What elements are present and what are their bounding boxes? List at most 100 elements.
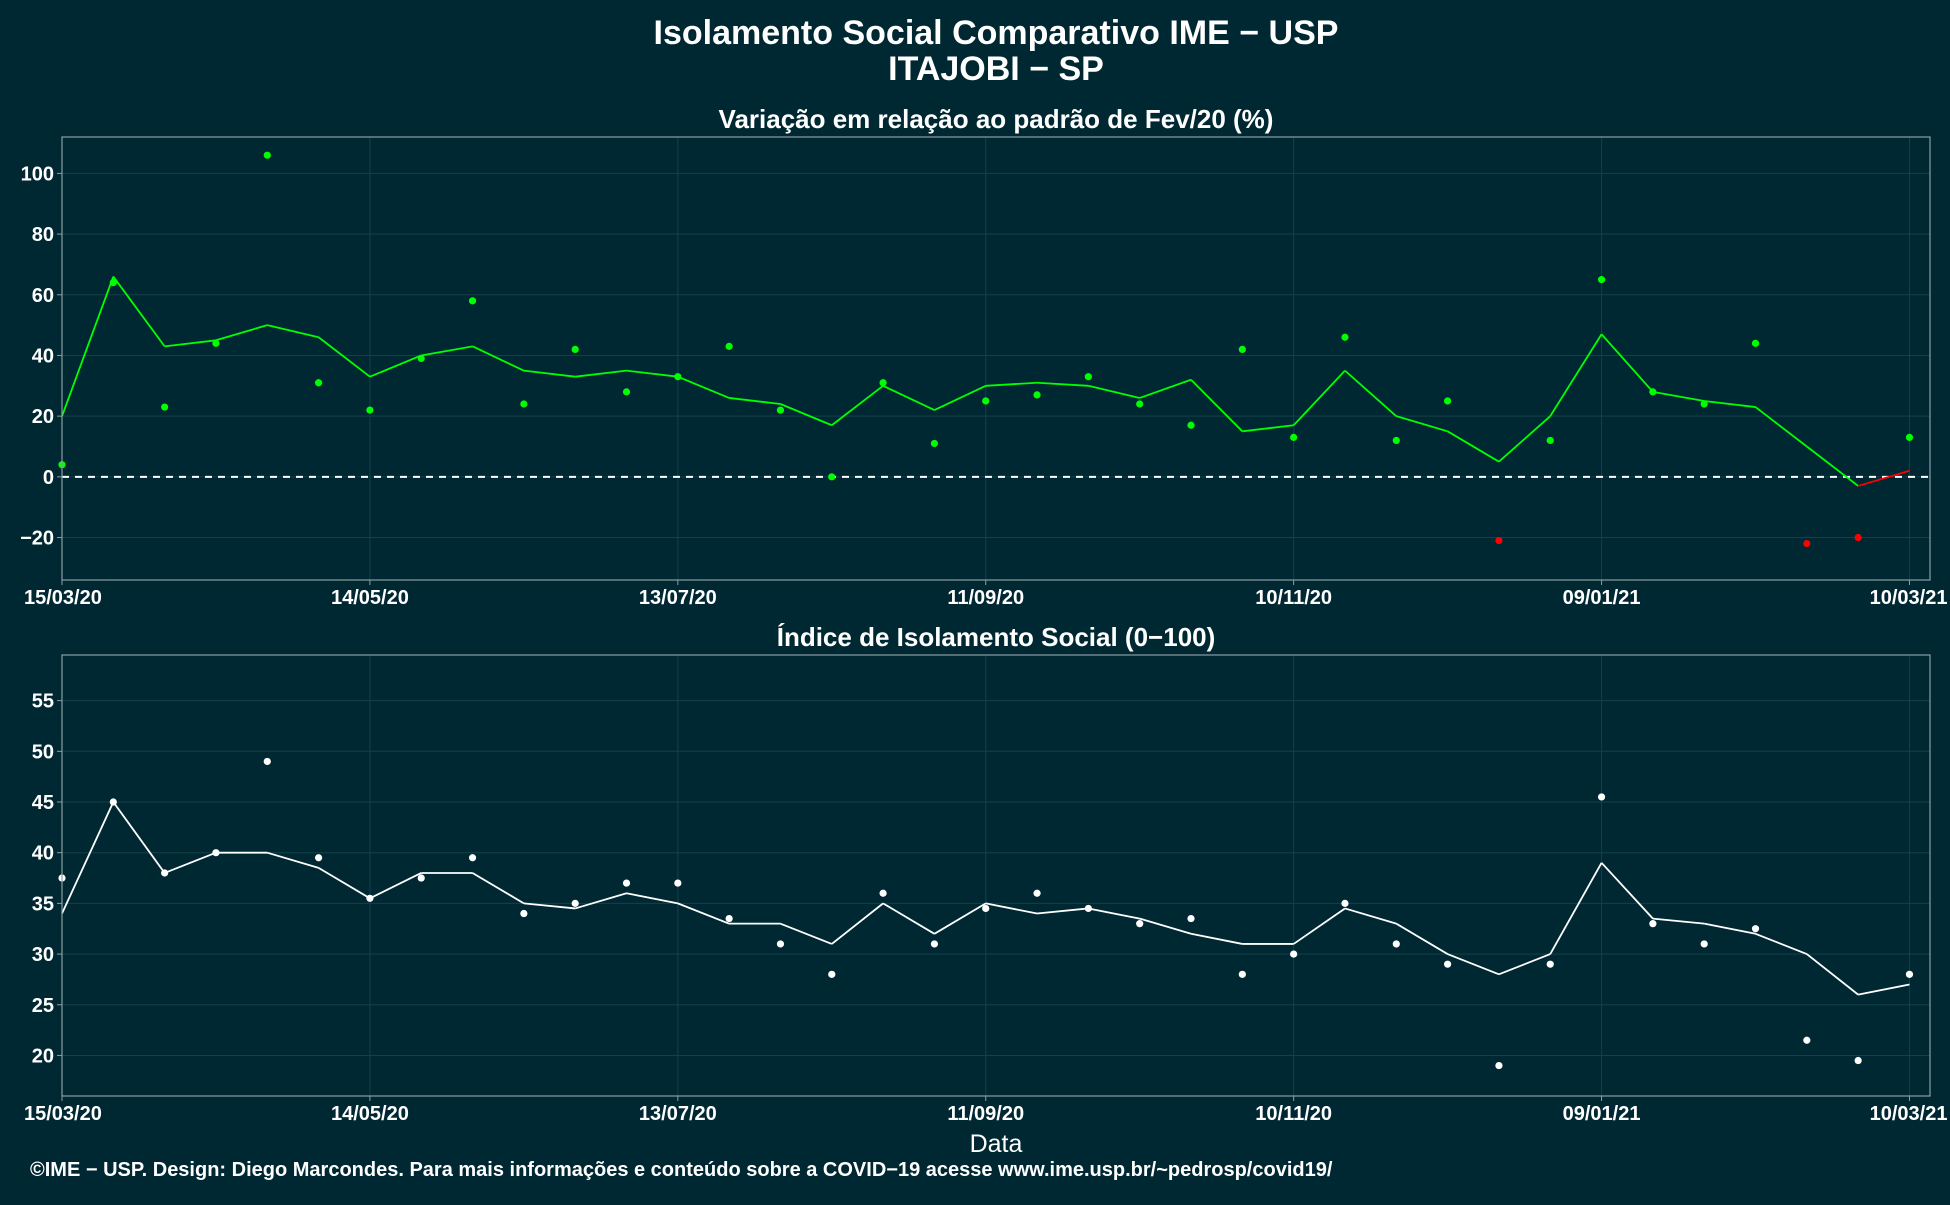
data-point [930,940,939,948]
data-point [1546,960,1554,968]
x-tick-label: 13/07/20 [639,587,717,609]
moving-average-segment [61,276,115,417]
data-point [828,473,836,481]
data-point [1341,333,1349,341]
variation-panel: Variação em relação ao padrão de Fev/20 … [20,104,1947,609]
moving-average-segment [780,403,833,427]
y-tick-label: 40 [32,843,54,865]
x-tick-label: 09/01/21 [1563,587,1641,609]
footer-credit: ©IME − USP. Design: Diego Marcondes. Par… [30,1159,1333,1181]
chart-title: Isolamento Social Comparativo IME − USP [654,14,1339,52]
moving-average-segment [1806,953,1859,996]
y-tick-label: 30 [32,944,54,966]
y-tick-label: 20 [32,1045,54,1067]
y-tick-label: 20 [32,406,54,428]
y-tick-label: 45 [32,792,54,814]
moving-average-segment [421,345,473,357]
x-tick-label: 11/09/20 [947,587,1024,609]
data-point [930,439,939,448]
data-point [1444,960,1452,968]
data-point [1136,920,1144,928]
data-point [314,379,323,387]
data-point [212,339,220,347]
moving-average-segment [677,902,730,925]
moving-average-segment [1447,953,1500,976]
moving-average-segment [523,369,576,378]
moving-average-segment [780,922,833,945]
chart-subtitle: ITAJOBI − SP [888,50,1104,88]
data-point [1751,925,1760,933]
data-point [1238,345,1246,353]
data-point [879,379,887,387]
data-point [982,904,990,913]
moving-average-segment [1549,862,1603,955]
moving-average-segment [112,276,166,347]
moving-average-segment [472,345,525,372]
data-point [417,874,425,882]
moving-average-segment [61,801,115,914]
data-point [1751,339,1760,347]
moving-average-segment [1293,907,1346,945]
data-point [1803,539,1811,548]
data-point [725,914,733,923]
data-point [1495,536,1503,545]
data-point [263,757,271,766]
moving-average-segment [1498,415,1551,463]
moving-average-segment [1139,378,1192,399]
index-panel: Índice de Isolamento Social (0−100) 20 25 3… [24,622,1947,1158]
moving-average-segment [1190,932,1243,945]
moving-average-segment [1395,922,1449,955]
data-point [263,151,271,159]
y-tick-label: 100 [21,163,54,185]
data-point [1803,1036,1811,1044]
moving-average-segment [1242,424,1294,433]
y-tick-label: 35 [32,893,54,915]
moving-average-segment [267,851,319,869]
data-point [1033,391,1041,399]
moving-average-segment [985,381,1038,387]
moving-average-segment [1600,333,1654,393]
data-point [1392,436,1400,445]
moving-average-segment [626,892,678,905]
x-tick-label: 10/03/21 [1870,587,1948,609]
data-point [468,854,477,862]
y-tick-label: 60 [32,285,54,307]
data-point [520,400,528,408]
moving-average-segment [1139,917,1192,935]
data-point [161,403,169,411]
data-point [1854,1056,1862,1065]
moving-average-segment [1857,983,1910,996]
data-point [622,388,631,396]
moving-average-segment [575,369,627,378]
moving-average-segment [934,384,987,411]
moving-average-segment [1857,469,1910,487]
data-point [366,406,374,414]
data-point [1495,1061,1503,1070]
moving-average-segment [574,892,627,910]
data-point [1649,920,1657,928]
data-point [1854,533,1862,542]
moving-average-segment [1292,370,1346,426]
x-tick-label: 13/07/20 [639,1103,717,1125]
moving-average-segment [318,867,371,900]
moving-average-segment [1088,384,1140,399]
panel-title: Variação em relação ao padrão de Fev/20 … [719,104,1274,134]
x-tick-label: 14/05/20 [331,1103,409,1125]
y-tick-label: 40 [32,345,54,367]
panel-title: Índice de Isolamento Social (0−100) [777,622,1216,652]
data-point [1546,436,1554,445]
x-tick-label: 10/11/20 [1255,587,1332,609]
y-tick-label: 55 [32,691,54,713]
data-point [468,297,477,305]
data-point [674,879,682,887]
x-tick-label: 10/11/20 [1255,1103,1332,1125]
y-tick-label: 0 [43,467,54,489]
data-point [571,345,579,353]
data-point [1341,899,1349,907]
moving-average-segment [1498,953,1551,976]
moving-average-segment [677,375,730,399]
moving-average-segment [831,385,884,426]
moving-average-segment [1396,415,1448,433]
moving-average-segment [933,902,987,935]
